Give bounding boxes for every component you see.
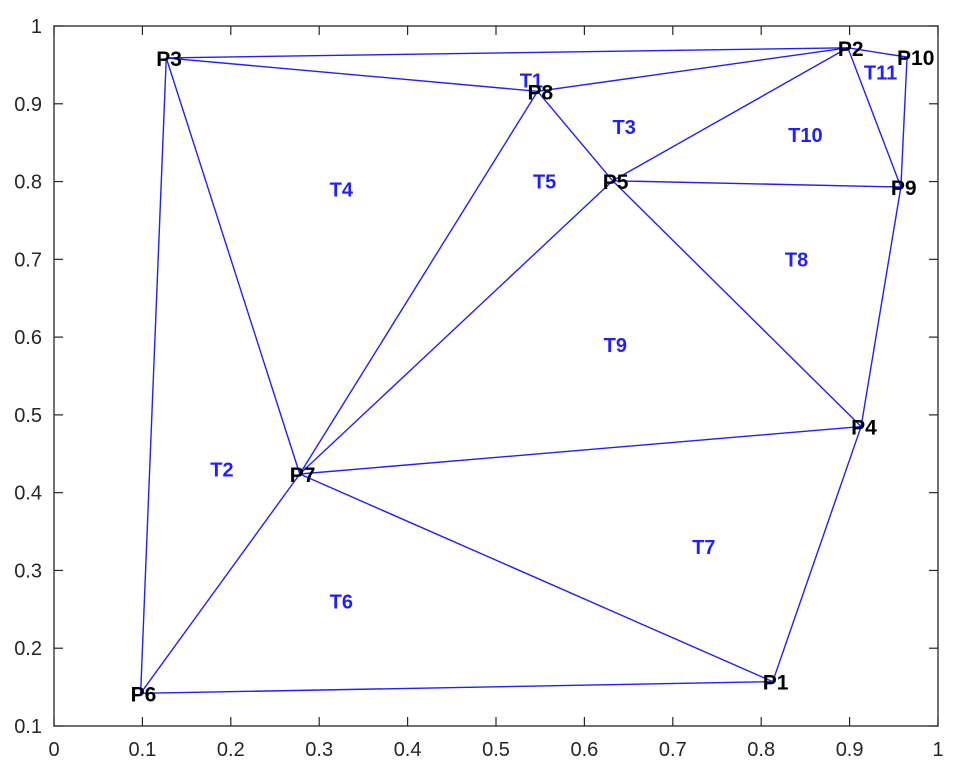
triangle-label-t11: T11 (864, 63, 897, 85)
x-tick-label: 0.8 (747, 739, 775, 761)
edge-p7-p8 (299, 90, 539, 475)
triangle-edges (139, 47, 908, 695)
edge-p4-p7 (299, 425, 862, 475)
edge-p1-p6 (140, 680, 773, 695)
point-label-p5: P5 (603, 171, 629, 194)
x-tick-label: 1 (932, 739, 943, 761)
point-label-p6: P6 (131, 683, 157, 706)
triangle-label-t6: T6 (330, 592, 353, 614)
y-tick-label: 0.9 (14, 94, 42, 116)
edge-p2-p3 (166, 47, 848, 59)
y-tick-label: 0.5 (14, 405, 42, 427)
point-label-p7: P7 (290, 464, 316, 487)
edge-p1-p4 (772, 426, 862, 682)
point-label-p8: P8 (528, 81, 554, 104)
edge-p10-p9 (900, 57, 908, 188)
edge-p2-p8 (537, 47, 848, 93)
y-tick-label: 0.4 (14, 483, 42, 505)
axis-tick-labels: 0 0.1 0.2 0.3 0.4 0.5 0.6 0.7 0.8 0.9 1 0.1 0.2 0.3 0.… (14, 16, 943, 761)
edge-p10-p2 (847, 47, 908, 58)
axis-ticks (53, 25, 939, 727)
x-tick-label: 0.2 (217, 739, 245, 761)
point-label-p3: P3 (156, 48, 182, 71)
triangle-label-t1: T1 (520, 70, 543, 92)
point-label-p1: P1 (763, 672, 789, 695)
point-label-p9: P9 (891, 177, 917, 200)
edge-p3-p7 (165, 57, 301, 475)
triangle-labels: T1 T2 T3 T4 T5 T6 T7 T8 T9 T10 T11 (210, 63, 897, 614)
edge-p3-p6 (139, 57, 167, 694)
edge-p3-p8 (166, 57, 538, 93)
x-tick-label: 0 (48, 739, 59, 761)
triangle-label-t4: T4 (330, 179, 354, 201)
x-tick-label: 0.7 (659, 739, 687, 761)
edge-p2-p9 (847, 47, 902, 188)
x-tick-label: 0.1 (128, 739, 156, 761)
triangle-label-t8: T8 (785, 249, 808, 271)
point-label-p10: P10 (897, 47, 934, 70)
x-tick-label: 0.6 (570, 739, 598, 761)
point-label-p2: P2 (838, 38, 864, 61)
point-labels: P1 P2 P3 P4 P5 P6 P7 P8 P9 P10 (131, 38, 935, 707)
edge-p5-p9 (612, 180, 901, 188)
x-tick-label: 0.5 (482, 739, 510, 761)
y-tick-label: 0.8 (14, 172, 42, 194)
triangle-label-t3: T3 (613, 117, 636, 139)
x-tick-label: 0.9 (836, 739, 864, 761)
y-tick-label: 0.3 (14, 560, 42, 582)
y-tick-label: 0.2 (14, 638, 42, 660)
triangle-label-t10: T10 (788, 125, 822, 147)
edge-p5-p7 (299, 180, 614, 475)
edge-p1-p7 (299, 473, 773, 683)
y-tick-label: 0.7 (14, 249, 42, 271)
triangle-label-t7: T7 (692, 537, 715, 559)
y-tick-label: 0.6 (14, 327, 42, 349)
y-tick-label: 0.1 (14, 716, 42, 738)
edge-p2-p5 (612, 47, 849, 182)
x-tick-label: 0.4 (394, 739, 422, 761)
y-tick-label: 1 (31, 16, 42, 38)
edge-p4-p5 (612, 180, 862, 428)
x-tick-label: 0.3 (305, 739, 333, 761)
edge-p4-p9 (860, 186, 902, 427)
triangle-label-t5: T5 (533, 172, 556, 194)
triangle-label-t9: T9 (604, 335, 627, 357)
triangle-label-t2: T2 (210, 459, 233, 481)
edge-p5-p8 (537, 90, 614, 182)
edge-p6-p7 (140, 473, 301, 694)
point-label-p4: P4 (851, 417, 877, 440)
